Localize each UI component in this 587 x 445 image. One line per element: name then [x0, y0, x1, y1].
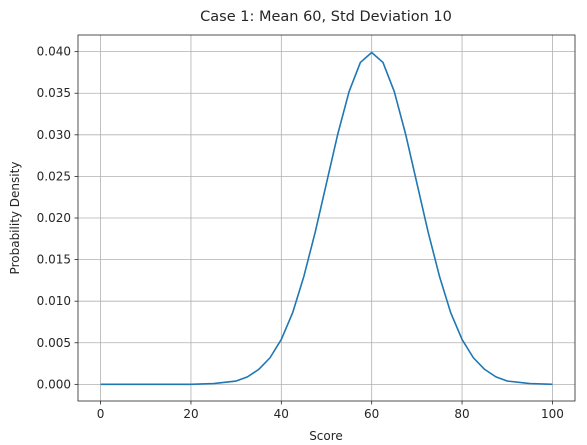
chart-title: Case 1: Mean 60, Std Deviation 10: [200, 9, 452, 25]
x-tick-label: 20: [183, 407, 198, 421]
y-tick-label: 0.010: [37, 294, 71, 308]
x-axis: 0 20 40 60 80 100: [97, 401, 564, 421]
x-tick-label: 0: [97, 407, 105, 421]
y-axis: 0.000 0.005 0.010 0.015 0.020 0.025 0.030 0.035…: [37, 45, 78, 391]
x-tick-label: 60: [364, 407, 379, 421]
y-tick-label: 0.000: [37, 377, 71, 391]
x-tick-label: 40: [274, 407, 289, 421]
x-tick-label: 80: [454, 407, 469, 421]
x-tick-label: 100: [541, 407, 564, 421]
x-axis-label: Score: [309, 429, 343, 443]
y-tick-label: 0.035: [37, 86, 71, 100]
y-tick-label: 0.040: [37, 45, 71, 59]
y-tick-label: 0.005: [37, 336, 71, 350]
y-tick-label: 0.025: [37, 169, 71, 183]
y-tick-label: 0.030: [37, 128, 71, 142]
y-axis-label: Probability Density: [8, 162, 22, 275]
y-tick-label: 0.015: [37, 253, 71, 267]
plot-area: [100, 51, 553, 386]
grid: [78, 35, 575, 401]
y-tick-label: 0.020: [37, 211, 71, 225]
series-line: [100, 51, 553, 386]
